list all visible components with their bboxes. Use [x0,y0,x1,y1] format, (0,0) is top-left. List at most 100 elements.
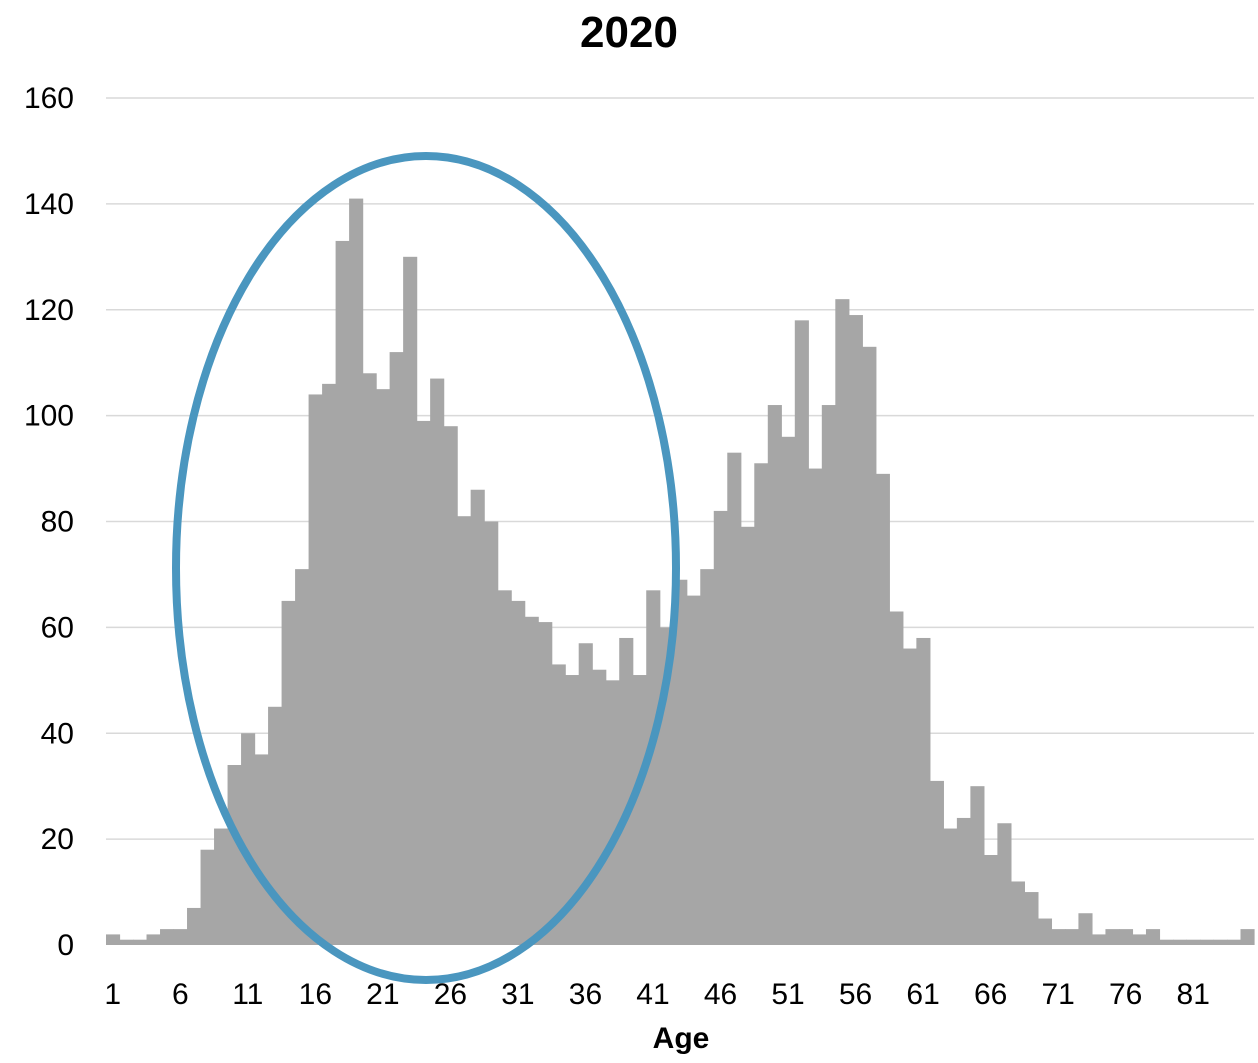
bar [443,426,458,945]
bar [565,675,580,945]
bar [619,637,634,945]
bar [403,256,418,945]
bar [187,907,202,945]
bar [1105,929,1120,945]
x-axis-label: Age [652,1022,710,1055]
x-tick-label: 6 [172,978,189,1011]
bar [227,765,242,945]
bar [281,600,296,945]
bar [605,680,620,945]
bar [484,521,499,945]
bar [875,473,890,945]
bar [970,786,985,945]
bar [470,489,485,945]
x-tick-label: 61 [906,978,939,1011]
bar [1064,929,1080,945]
bar [1240,929,1255,945]
bar [1010,881,1025,945]
bar [794,320,809,945]
bar [686,595,701,945]
bar [349,198,364,946]
bar [457,516,472,945]
bar [848,315,863,945]
bar [1132,934,1147,945]
bar [430,378,445,946]
bar [862,346,877,945]
y-tick-label: 120 [24,294,74,327]
bar [713,510,728,945]
bar [889,611,904,945]
x-tick-label: 56 [839,978,872,1011]
bar [1226,939,1242,945]
bar [173,929,188,945]
bar [160,929,175,945]
bar [389,352,404,946]
bar [902,648,917,945]
x-tick-label: 1 [104,978,121,1011]
y-tick-label: 160 [24,82,74,115]
bar [511,600,526,945]
bar [767,405,782,946]
y-tick-label: 40 [41,717,74,750]
x-tick-label: 76 [1109,978,1142,1011]
bar [781,436,796,945]
y-tick-label: 100 [24,400,74,433]
bars [106,198,1255,946]
x-tick-label: 21 [366,978,399,1011]
y-tick-label: 0 [57,929,74,962]
bar [200,849,215,945]
bar [740,526,755,945]
bar [632,675,647,945]
bar [1186,939,1201,945]
bar [1213,939,1228,945]
bar [983,855,998,945]
bar [943,828,958,945]
highlight-ellipse [172,152,680,984]
bar [322,383,337,945]
bar [592,669,607,945]
bar [416,420,431,945]
bar [376,389,391,945]
bar [1159,939,1174,945]
bar [308,394,323,945]
x-tick-label: 46 [704,978,737,1011]
x-tick-label: 11 [232,978,263,1011]
bar [1145,929,1161,945]
y-tick-label: 20 [41,823,74,856]
bar [362,373,377,945]
bar [497,590,512,945]
bar [1078,913,1093,945]
bar [727,452,742,945]
bar [241,733,256,945]
bar [808,468,823,945]
bar [551,664,566,945]
bar [929,780,944,945]
bar [1199,939,1215,945]
x-tick-label: 16 [299,978,332,1011]
bar [1091,934,1107,945]
y-tick-label: 80 [41,506,74,539]
x-tick-label: 31 [501,978,534,1011]
x-tick-label: 36 [569,978,602,1011]
bar [835,299,850,946]
x-tick-label: 26 [434,978,467,1011]
bar [1024,892,1039,945]
bar [524,616,539,945]
bar [821,405,836,946]
y-tick-label: 140 [24,188,74,221]
bar [1172,939,1188,945]
bar [754,463,769,945]
x-tick-label: 71 [1041,978,1074,1011]
bar [1037,918,1053,945]
bar [268,706,283,945]
y-axis-ticks: 0 20 40 60 80 100 120 140 160 [24,82,74,962]
bar [254,754,269,945]
bar [916,637,931,945]
bar [214,828,229,945]
bar [106,934,121,945]
x-tick-label: 66 [974,978,1007,1011]
bar [578,643,593,945]
bar [295,569,310,945]
bar [997,823,1012,945]
bar [646,590,661,945]
